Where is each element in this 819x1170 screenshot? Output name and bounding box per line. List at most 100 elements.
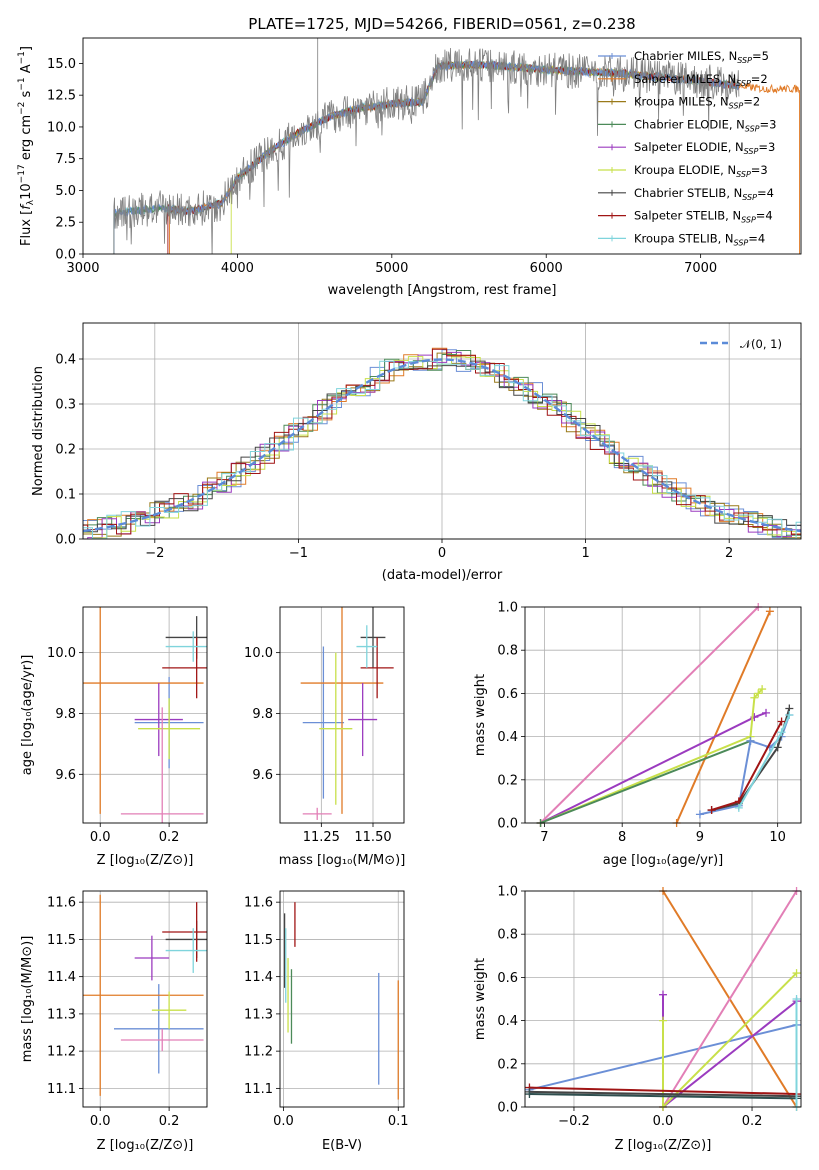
x-tick-label: 0.2 [742,1114,763,1129]
legend: Chabrier MILES, NSSP=5 Salpeter MILES, NS… [598,49,776,247]
weight-series [539,606,759,824]
x-tick-label: −2 [145,546,164,561]
x-axis-label: (data-model)/error [382,568,503,583]
y-tick-label: 2.5 [55,216,76,231]
legend-entry: Salpeter MILES, NSSP=2 [634,72,768,88]
plus-marker [695,810,704,819]
axes-frame [82,890,208,1108]
x-tick-label: 0.0 [90,1114,111,1129]
y-tick-label: 9.6 [55,768,76,783]
y-tick-label: 0.8 [497,644,518,659]
plus-marker [734,803,743,812]
plus-marker [750,693,759,702]
y-tick-label: 11.4 [47,970,76,985]
y-tick-label: 0.4 [55,353,76,368]
plus-marker [762,708,771,717]
x-tick-label: 10 [769,830,786,845]
y-tick-label: 10.0 [47,120,76,135]
y-tick-label: 11.5 [244,933,273,948]
x-tick-label: 7000 [684,261,717,276]
histogram-series [83,356,801,539]
plus-marker [765,607,774,616]
legend-entry: Kroupa STELIB, NSSP=4 [634,231,765,247]
legend-entry: Salpeter ELODIE, NSSP=3 [634,140,775,156]
histogram-steps [83,347,801,539]
x-tick-label: 0.1 [388,1114,409,1129]
spectrum-axes: 3000 4000 5000 6000 7000 0.0 2.5 5.0 7.5 10.0 12.5… [17,37,802,298]
age-vs-mass-axes: 11.25 11.50 9.6 9.8 10.0 [244,606,405,845]
axes-frame [279,606,405,824]
x-tick-label: 9 [696,830,704,845]
gridlines [83,607,207,823]
y-tick-label: 0.6 [497,971,518,986]
histogram-series [83,348,801,535]
histogram-series [83,360,801,539]
x-axis-label: Z [log₁₀(Z/Z⊙)] [97,853,194,868]
y-tick-label: 0.1 [55,488,76,503]
y-tick-label: 0.2 [55,443,76,458]
x-axis-label: E(B-V) [322,1138,362,1153]
legend-entry: Chabrier MILES, NSSP=5 [634,49,769,65]
x-tick-label: 11.50 [354,830,391,845]
x-tick-label: 4000 [221,261,254,276]
y-axis-label: mass [log₁₀(M/M⊙)] [20,936,35,1063]
spectrum-model-line [230,60,668,254]
y-tick-label: 0.8 [497,928,518,943]
weight-lines [536,603,794,827]
spectrum-model-line [113,47,740,254]
plus-marker [773,743,782,752]
x-axis-label: wavelength [Angstrom, rest frame] [328,283,557,298]
y-tick-label: 9.8 [252,707,273,722]
x-tick-label: 1 [581,546,589,561]
axes-frame [82,322,802,540]
plus-marker [777,717,786,726]
legend-entry: Chabrier STELIB, NSSP=4 [634,186,774,202]
weight-series [540,688,763,824]
axes-frame [279,890,405,1108]
y-tick-label: 11.1 [47,1082,76,1097]
y-tick-label: 0.0 [55,533,76,548]
y-tick-label: 0.2 [497,1057,518,1072]
age-vs-Z-axes: 0.0 0.2 9.6 9.8 10.0 [47,606,208,845]
weight-series [529,1090,797,1098]
figure-title: PLATE=1725, MJD=54266, FIBERID=0561, z=0… [248,15,635,33]
x-tick-label: 11.25 [303,830,340,845]
y-tick-label: 11.3 [47,1007,76,1022]
legend-entry: Kroupa ELODIE, NSSP=3 [634,163,768,179]
y-tick-label: 5.0 [55,184,76,199]
y-tick-label: 15.0 [47,57,76,72]
y-tick-label: 10.0 [47,646,76,661]
plus-marker [746,736,755,745]
gridlines [83,891,207,1107]
axes-frame [524,606,802,824]
mass-vs-ebv-axes: 0.0 0.1 11.1 11.2 11.3 11.4 11.5 11.6 [244,890,409,1129]
normal-curve [83,358,801,533]
errorbars [83,894,207,1096]
y-tick-label: 0.2 [497,773,518,788]
x-tick-label: 8 [618,830,626,845]
plus-marker [777,728,786,737]
y-tick-label: 9.8 [55,707,76,722]
y-tick-label: 0.4 [497,730,518,745]
y-axis-label: Normed distribution [31,366,46,496]
weight-series [662,890,798,1108]
y-tick-label: 0.0 [497,1101,518,1116]
y-axis-label: Flux [fλ10−17 erg cm−2 s−1 A−1] [17,46,36,246]
plus-marker [758,685,767,694]
plus-marker [659,1016,667,1025]
axes-frame [82,37,802,255]
weight-series [529,1093,797,1100]
y-tick-label: 11.2 [244,1045,273,1060]
y-axis-label: mass weight [473,958,488,1040]
y-tick-label: 1.0 [497,885,518,900]
spectrum-model-line [113,59,740,254]
errorbars [83,607,207,823]
histogram-series [83,352,801,539]
y-tick-label: 0.3 [55,398,76,413]
plus-marker [525,1090,534,1099]
plus-marker [792,995,801,1003]
x-axis-label: mass [log₁₀(M/M⊙)] [279,853,406,868]
errorbars [283,902,399,1100]
plus-marker [754,689,763,698]
x-tick-label: 0 [438,546,446,561]
